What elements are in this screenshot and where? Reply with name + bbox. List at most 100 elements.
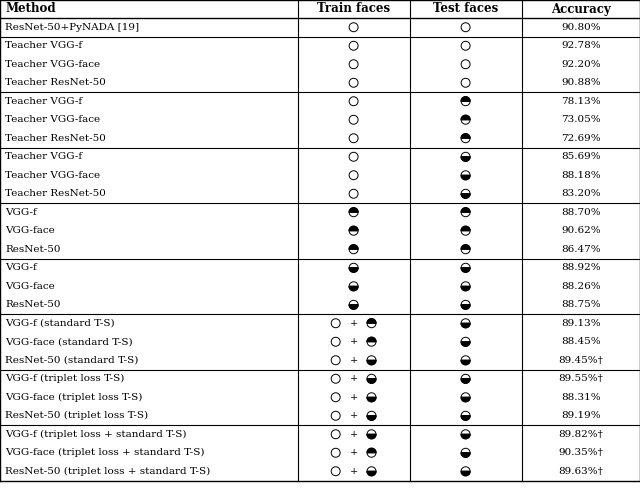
Bar: [0, 148, 640, 166]
Text: 83.20%: 83.20%: [561, 189, 600, 198]
Text: VGG-face (triplet loss + standard T-S): VGG-face (triplet loss + standard T-S): [5, 448, 205, 457]
Polygon shape: [461, 134, 470, 138]
Bar: [0, 351, 640, 369]
Polygon shape: [349, 245, 358, 249]
Polygon shape: [461, 115, 470, 120]
Text: Teacher ResNet-50: Teacher ResNet-50: [5, 134, 106, 143]
Polygon shape: [367, 360, 376, 365]
Text: VGG-face: VGG-face: [5, 282, 55, 291]
Text: Teacher VGG-face: Teacher VGG-face: [5, 171, 100, 180]
Text: VGG-f (triplet loss T-S): VGG-f (triplet loss T-S): [5, 374, 125, 383]
Bar: [0, 36, 640, 55]
Text: ResNet-50 (standard T-S): ResNet-50 (standard T-S): [5, 356, 138, 365]
Polygon shape: [461, 360, 470, 365]
Polygon shape: [461, 453, 470, 457]
Text: +: +: [349, 374, 358, 383]
Text: 89.82%†: 89.82%†: [558, 430, 604, 439]
Bar: [0, 425, 640, 444]
Text: ResNet-50+PyNADA [19]: ResNet-50+PyNADA [19]: [5, 23, 140, 32]
Polygon shape: [349, 268, 358, 272]
Text: 89.13%: 89.13%: [561, 319, 600, 328]
Polygon shape: [461, 379, 470, 383]
Bar: [0, 462, 640, 481]
Text: 88.45%: 88.45%: [561, 337, 600, 346]
Text: Teacher VGG-f: Teacher VGG-f: [5, 152, 83, 161]
Polygon shape: [367, 397, 376, 402]
Text: 89.19%: 89.19%: [561, 411, 600, 420]
Text: VGG-f: VGG-f: [5, 208, 37, 217]
Bar: [0, 0, 640, 18]
Polygon shape: [367, 471, 376, 476]
Text: +: +: [349, 448, 358, 457]
Text: +: +: [349, 319, 358, 328]
Text: +: +: [349, 430, 358, 439]
Text: +: +: [349, 356, 358, 365]
Text: Teacher VGG-face: Teacher VGG-face: [5, 60, 100, 69]
Bar: [0, 258, 640, 277]
Bar: [0, 369, 640, 388]
Bar: [0, 92, 640, 110]
Text: Test faces: Test faces: [433, 2, 498, 15]
Polygon shape: [367, 379, 376, 383]
Polygon shape: [367, 337, 376, 342]
Text: 89.55%†: 89.55%†: [558, 374, 604, 383]
Text: +: +: [349, 467, 358, 476]
Polygon shape: [367, 448, 376, 453]
Polygon shape: [461, 397, 470, 402]
Text: 92.78%: 92.78%: [561, 41, 600, 50]
Polygon shape: [461, 194, 470, 198]
Text: ResNet-50 (triplet loss T-S): ResNet-50 (triplet loss T-S): [5, 411, 148, 420]
Bar: [0, 295, 640, 314]
Text: Teacher ResNet-50: Teacher ResNet-50: [5, 78, 106, 87]
Text: Teacher VGG-f: Teacher VGG-f: [5, 97, 83, 106]
Text: ResNet-50 (triplet loss + standard T-S): ResNet-50 (triplet loss + standard T-S): [5, 467, 211, 476]
Polygon shape: [461, 434, 470, 439]
Bar: [0, 240, 640, 258]
Text: Accuracy: Accuracy: [551, 2, 611, 15]
Bar: [0, 166, 640, 185]
Text: VGG-face (triplet loss T-S): VGG-face (triplet loss T-S): [5, 393, 143, 402]
Text: Teacher VGG-face: Teacher VGG-face: [5, 115, 100, 124]
Polygon shape: [461, 323, 470, 328]
Polygon shape: [461, 226, 470, 231]
Text: +: +: [349, 337, 358, 346]
Text: Teacher VGG-f: Teacher VGG-f: [5, 41, 83, 50]
Bar: [0, 203, 640, 222]
Text: 90.62%: 90.62%: [561, 226, 600, 235]
Bar: [0, 110, 640, 129]
Text: Method: Method: [5, 2, 56, 15]
Bar: [0, 407, 640, 425]
Bar: [0, 222, 640, 240]
Polygon shape: [461, 471, 470, 476]
Bar: [0, 332, 640, 351]
Text: 72.69%: 72.69%: [561, 134, 600, 143]
Polygon shape: [349, 208, 358, 212]
Bar: [0, 314, 640, 332]
Text: 85.69%: 85.69%: [561, 152, 600, 161]
Bar: [0, 388, 640, 407]
Text: 88.31%: 88.31%: [561, 393, 600, 402]
Text: 86.47%: 86.47%: [561, 245, 600, 254]
Text: VGG-face (standard T-S): VGG-face (standard T-S): [5, 337, 132, 346]
Polygon shape: [461, 416, 470, 420]
Polygon shape: [367, 416, 376, 420]
Text: 78.13%: 78.13%: [561, 97, 600, 106]
Text: 90.35%†: 90.35%†: [558, 448, 604, 457]
Bar: [0, 129, 640, 148]
Bar: [0, 277, 640, 295]
Text: 90.88%: 90.88%: [561, 78, 600, 87]
Text: Train faces: Train faces: [317, 2, 390, 15]
Polygon shape: [461, 286, 470, 291]
Text: 89.45%†: 89.45%†: [558, 356, 604, 365]
Text: Teacher ResNet-50: Teacher ResNet-50: [5, 189, 106, 198]
Text: 88.26%: 88.26%: [561, 282, 600, 291]
Bar: [0, 18, 640, 36]
Text: 73.05%: 73.05%: [561, 115, 600, 124]
Bar: [0, 55, 640, 73]
Text: VGG-face: VGG-face: [5, 226, 55, 235]
Polygon shape: [461, 268, 470, 272]
Text: +: +: [349, 393, 358, 402]
Text: 90.80%: 90.80%: [561, 23, 600, 32]
Text: VGG-f: VGG-f: [5, 263, 37, 272]
Text: ResNet-50: ResNet-50: [5, 300, 61, 309]
